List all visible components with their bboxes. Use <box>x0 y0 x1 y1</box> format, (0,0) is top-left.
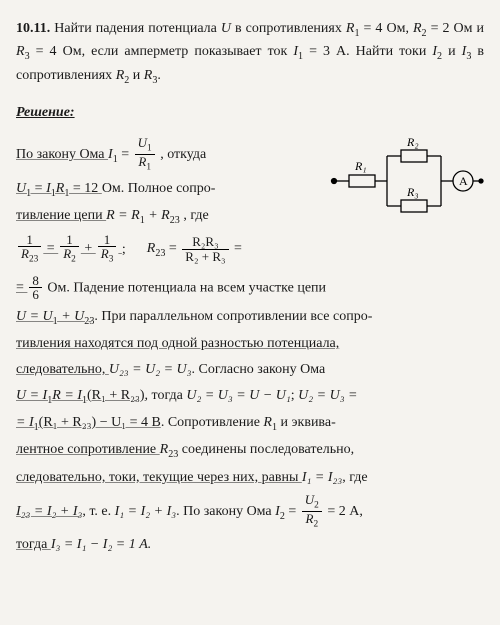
sol-line-1: По закону Ома I1 = U1 R1 , откуда <box>16 136 319 174</box>
circuit-label-r2: R₂ <box>406 136 419 149</box>
sol-line-2: U1 = I1R1 = 12 Ом. Полное сопро- <box>16 178 319 201</box>
problem-statement: 10.11. Найти падения потенциала U в сопр… <box>16 18 484 88</box>
stmt-1a: Найти падения потенциала <box>54 21 221 36</box>
circuit-label-r1: R₁ <box>354 159 367 173</box>
circuit-label-r3: R₃ <box>406 185 419 199</box>
sol-line-12: следовательно, токи, текущие через них, … <box>16 467 484 489</box>
sol-line-3: тивление цепи R = R1 + R23 , где <box>16 205 319 228</box>
sol-line-9: U = I1R = I1(R₁ + R₂₃), тогда U₂ = U₃ = … <box>16 385 484 408</box>
sol-line-5: = 86 Ом. Падение потенциала на всем учас… <box>16 274 484 302</box>
sol-line-7: тивления находятся под одной разностью п… <box>16 333 484 355</box>
sol-line-8: следовательно, U₂₃ = U₂ = U₃. Согласно з… <box>16 359 484 381</box>
circuit-diagram: R₁ R₂ R₃ A <box>329 136 484 234</box>
solution-heading: Решение: <box>16 102 484 124</box>
solution-row: По закону Ома I1 = U1 R1 , откуда U1 = I… <box>16 132 484 270</box>
sol-line-14: тогда I₃ = I₁ − I₂ = 1 А. <box>16 534 484 556</box>
sol-line-4: 1R23 = 1R2 + 1R3 ; R23 = R₂R₃R₂ + R₃ = <box>16 233 319 266</box>
circuit-label-a: A <box>459 174 468 188</box>
stmt-1b: в сопротивлениях <box>235 21 342 36</box>
sol-line-13: I₂₃ = I₂ + I₃, т. е. I₁ = I₂ + I₃. По за… <box>16 493 484 531</box>
solution-text-col: По закону Ома I1 = U1 R1 , откуда U1 = I… <box>16 132 319 270</box>
sol-line-11: лентное сопротивление R23 соединены посл… <box>16 439 484 462</box>
sol-line-6: U = U1 + U23. При параллельном сопротивл… <box>16 306 484 329</box>
problem-number: 10.11. <box>16 21 50 36</box>
sym-U: U <box>221 21 231 36</box>
sol-line-10: = I1(R₁ + R₂₃) − U₁ = 4 В. Сопротивление… <box>16 412 484 435</box>
